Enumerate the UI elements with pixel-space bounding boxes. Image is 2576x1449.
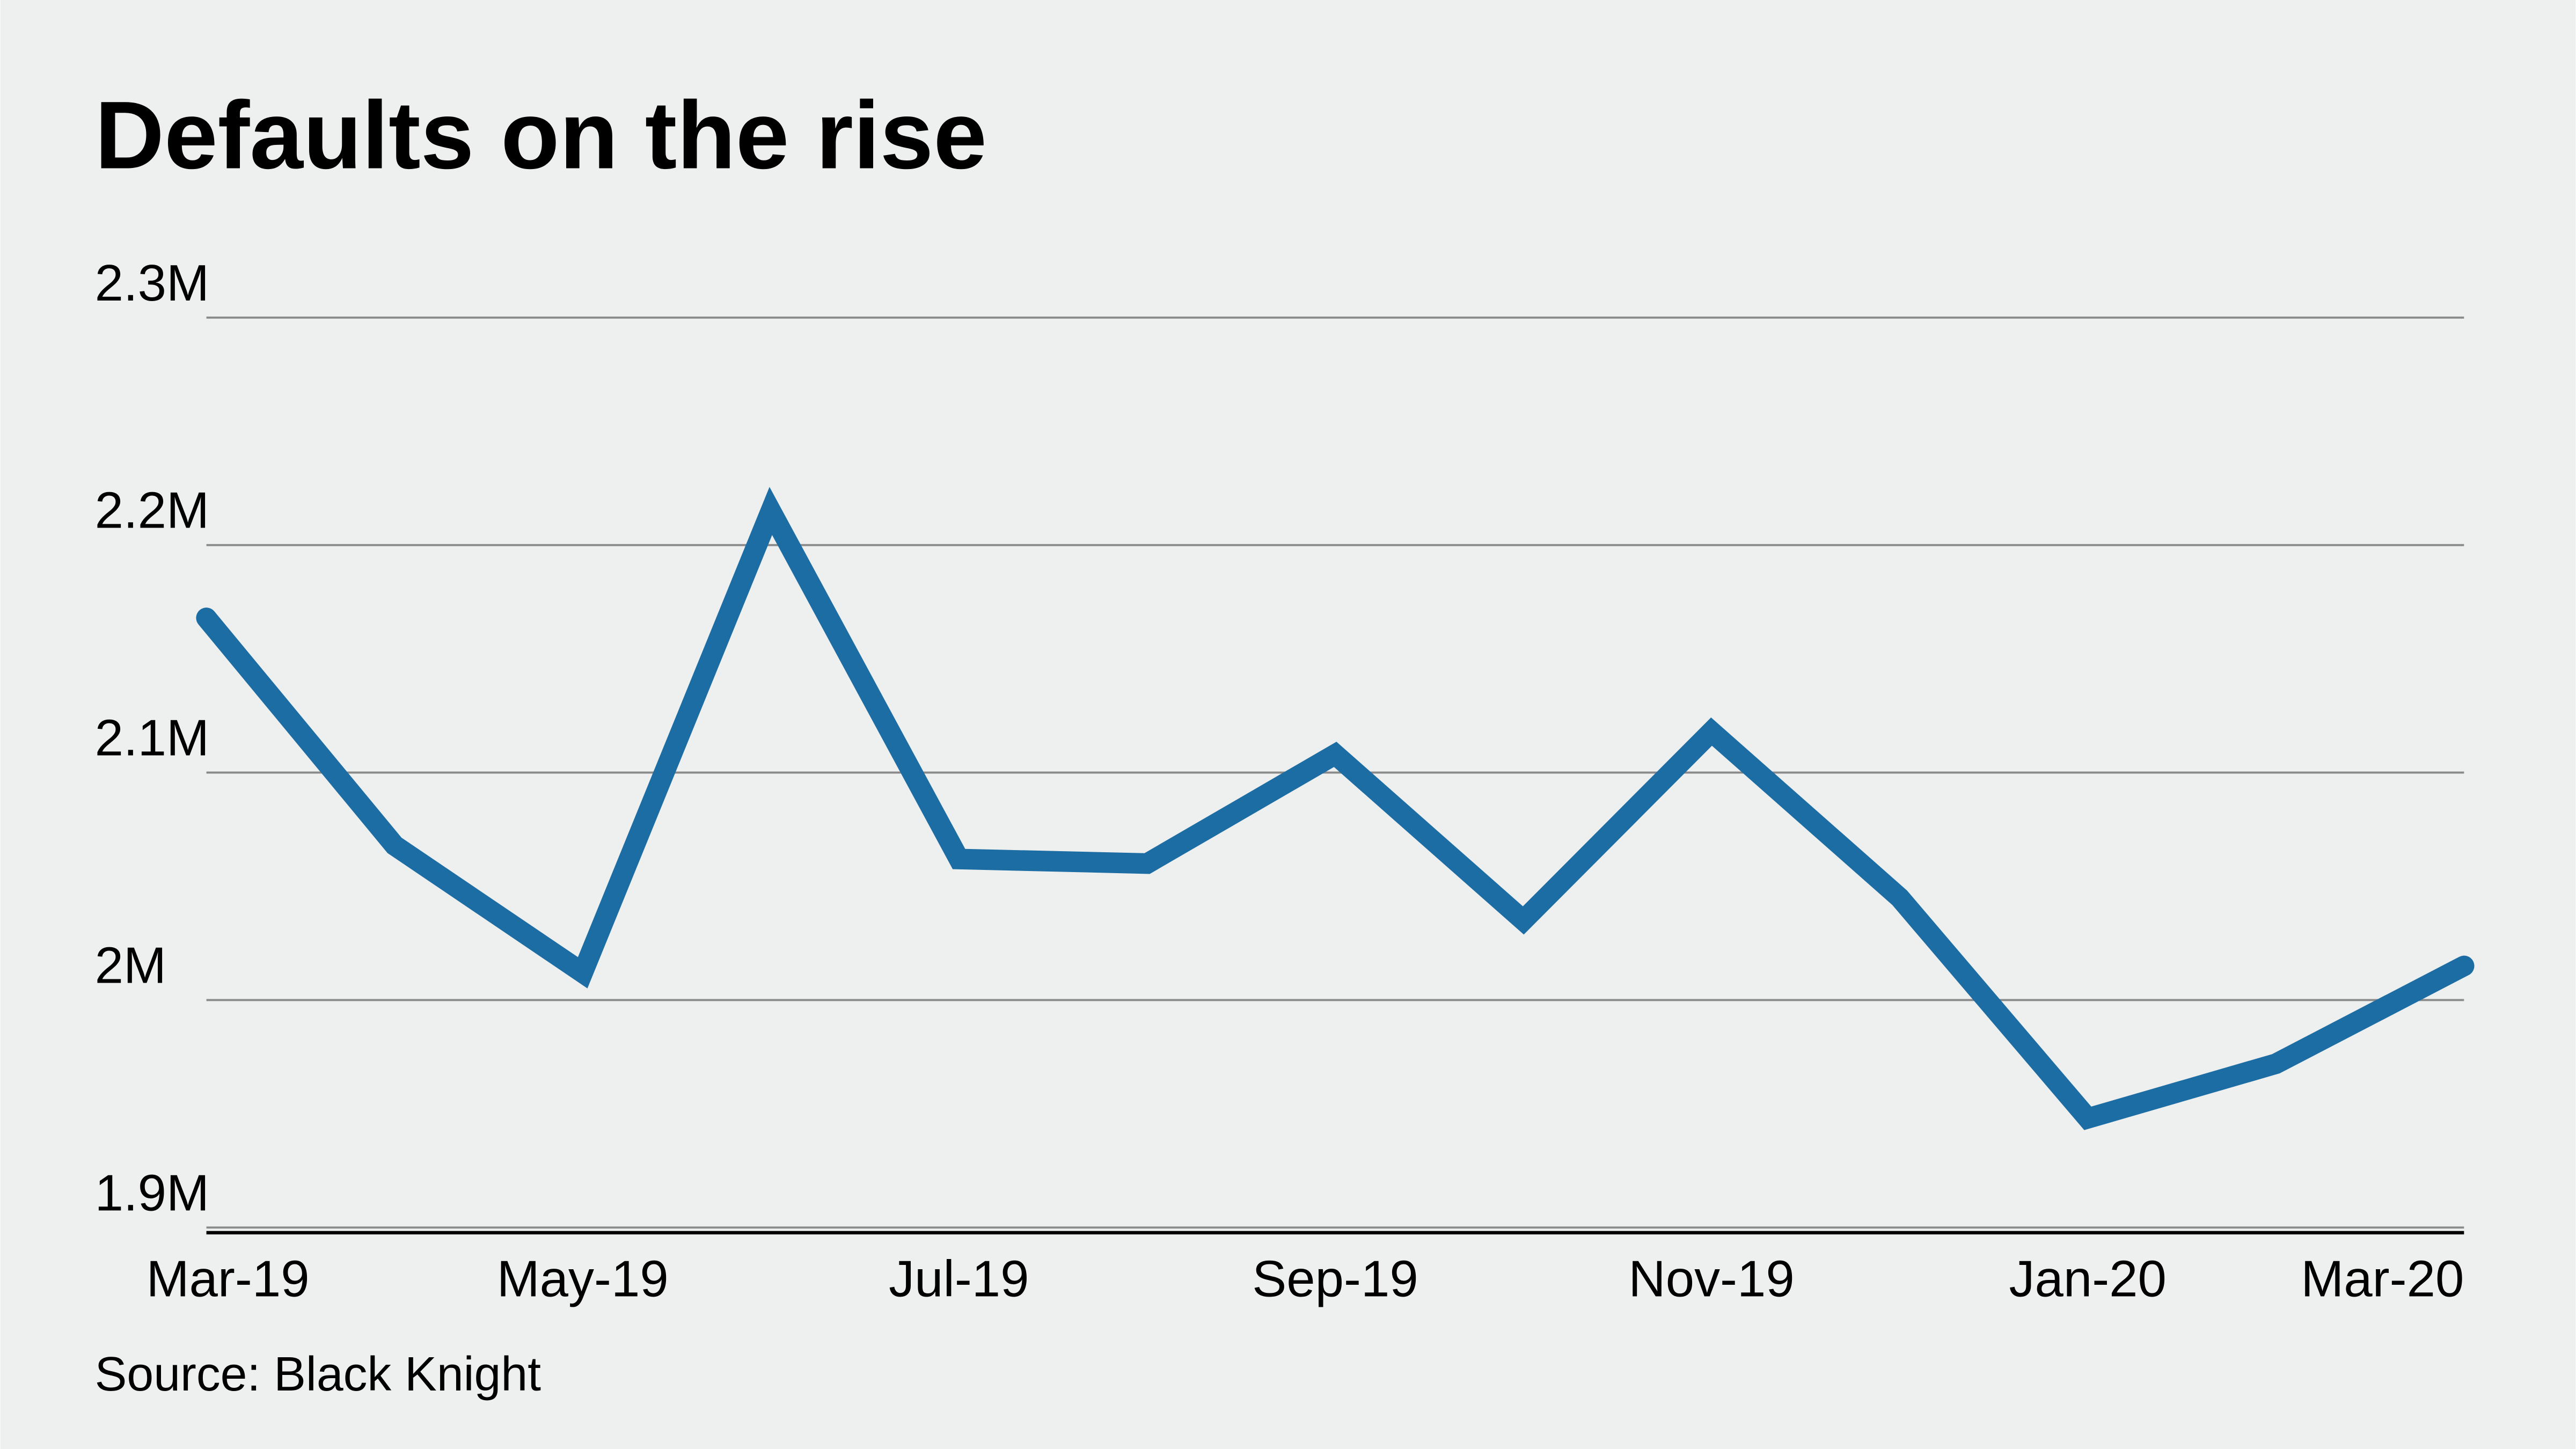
x-axis-label: Jan-20: [2009, 1250, 2167, 1307]
chart-source: Source: Black Knight: [95, 1347, 541, 1401]
source-prefix: Source:: [95, 1347, 274, 1401]
line-chart: 1.9M 2M 2.1M 2.2M 2.3M Mar-19 May-19 Jul-19 Sep-…: [0, 0, 2576, 1449]
x-axis-label: Mar-20: [2301, 1250, 2464, 1307]
chart-container: 1.9M 2M 2.1M 2.2M 2.3M Mar-19 May-19 Jul-19 Sep-…: [0, 0, 2576, 1449]
y-axis-label: 2.3M: [95, 254, 209, 312]
x-axis-label: Nov-19: [1628, 1250, 1794, 1307]
y-axis-label: 2.2M: [95, 482, 209, 539]
x-axis-label: Sep-19: [1252, 1250, 1418, 1307]
y-axis-label: 2.1M: [95, 709, 209, 767]
x-axis-label: May-19: [497, 1250, 669, 1307]
x-axis-label: Mar-19: [147, 1250, 310, 1307]
chart-title: Defaults on the rise: [95, 82, 987, 189]
y-axis-label: 1.9M: [95, 1164, 209, 1221]
x-axis-label: Jul-19: [889, 1250, 1029, 1307]
y-axis-label: 2M: [95, 936, 166, 994]
source-name: Black Knight: [274, 1347, 541, 1401]
